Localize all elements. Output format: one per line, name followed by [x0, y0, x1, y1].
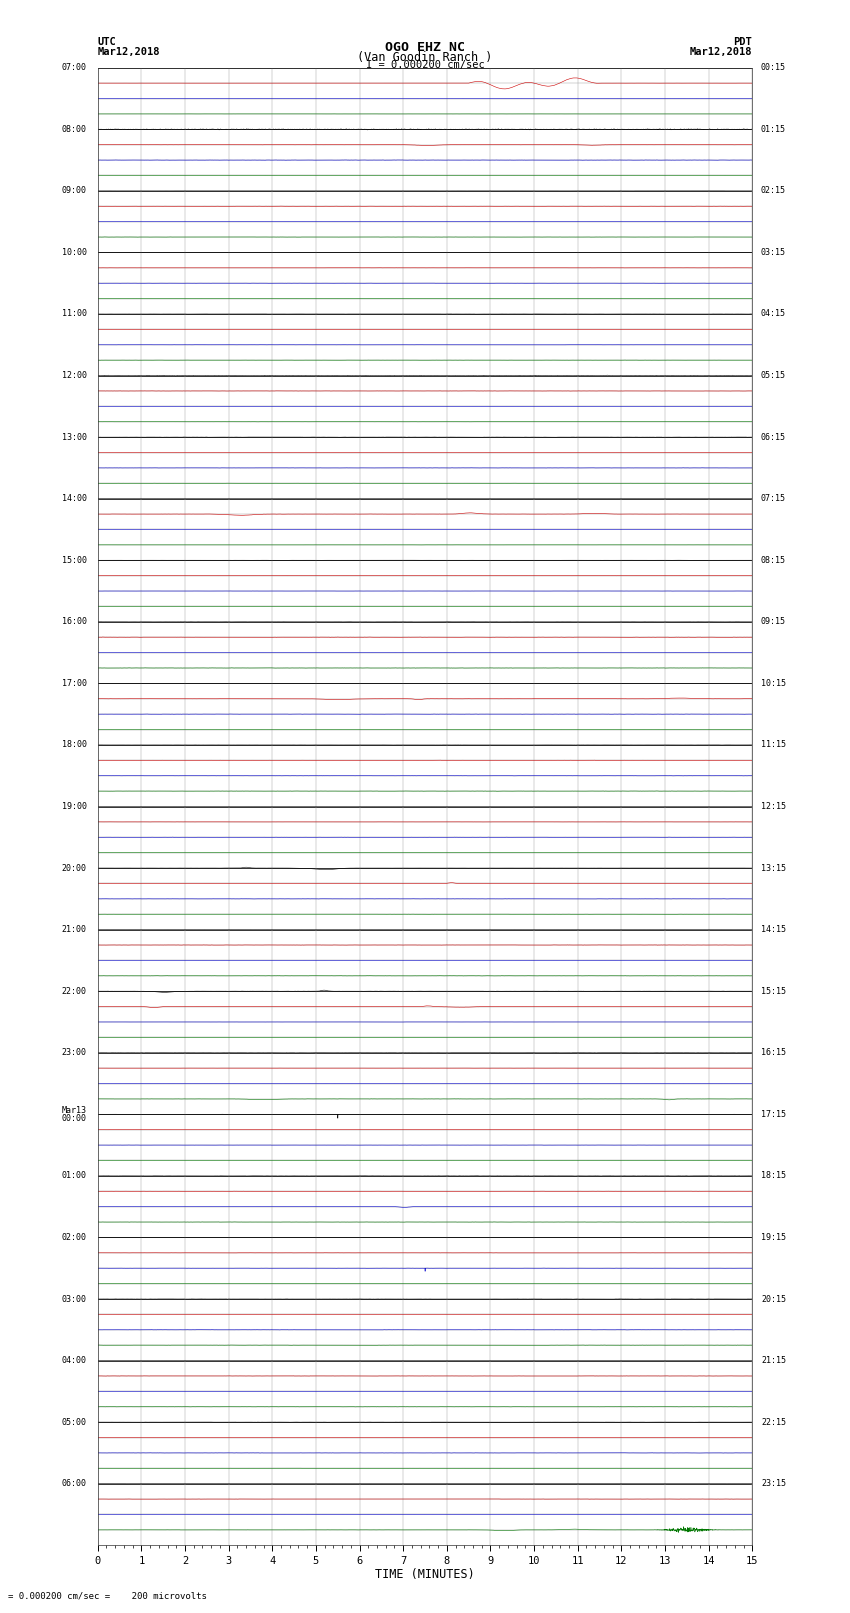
Text: 06:00: 06:00 [62, 1479, 87, 1489]
Text: 03:00: 03:00 [62, 1295, 87, 1303]
Text: 19:15: 19:15 [761, 1232, 786, 1242]
Text: 17:00: 17:00 [62, 679, 87, 687]
Text: 16:00: 16:00 [62, 618, 87, 626]
X-axis label: TIME (MINUTES): TIME (MINUTES) [375, 1568, 475, 1581]
Text: 23:15: 23:15 [761, 1479, 786, 1489]
Text: 08:15: 08:15 [761, 556, 786, 565]
Text: 06:15: 06:15 [761, 432, 786, 442]
Text: 07:15: 07:15 [761, 494, 786, 503]
Text: 11:15: 11:15 [761, 740, 786, 750]
Text: 23:00: 23:00 [62, 1048, 87, 1057]
Text: 09:00: 09:00 [62, 187, 87, 195]
Text: 13:15: 13:15 [761, 863, 786, 873]
Text: Mar12,2018: Mar12,2018 [98, 47, 161, 56]
Text: 09:15: 09:15 [761, 618, 786, 626]
Text: (Van Goodin Ranch ): (Van Goodin Ranch ) [357, 50, 493, 65]
Text: 16:15: 16:15 [761, 1048, 786, 1057]
Text: 04:15: 04:15 [761, 310, 786, 318]
Text: 20:15: 20:15 [761, 1295, 786, 1303]
Text: 15:00: 15:00 [62, 556, 87, 565]
Text: PDT: PDT [734, 37, 752, 47]
Text: 12:15: 12:15 [761, 802, 786, 811]
Text: 08:00: 08:00 [62, 124, 87, 134]
Text: 19:00: 19:00 [62, 802, 87, 811]
Text: 11:00: 11:00 [62, 310, 87, 318]
Text: 22:00: 22:00 [62, 987, 87, 995]
Text: 18:00: 18:00 [62, 740, 87, 750]
Text: OGO EHZ NC: OGO EHZ NC [385, 40, 465, 55]
Text: I = 0.000200 cm/sec: I = 0.000200 cm/sec [366, 60, 484, 69]
Text: 14:15: 14:15 [761, 926, 786, 934]
Text: 04:00: 04:00 [62, 1357, 87, 1365]
Text: = 0.000200 cm/sec =    200 microvolts: = 0.000200 cm/sec = 200 microvolts [8, 1590, 207, 1600]
Text: 07:00: 07:00 [62, 63, 87, 73]
Text: 14:00: 14:00 [62, 494, 87, 503]
Text: 21:15: 21:15 [761, 1357, 786, 1365]
Text: 21:00: 21:00 [62, 926, 87, 934]
Text: 20:00: 20:00 [62, 863, 87, 873]
Text: 02:15: 02:15 [761, 187, 786, 195]
Text: 01:15: 01:15 [761, 124, 786, 134]
Text: 02:00: 02:00 [62, 1232, 87, 1242]
Text: 10:15: 10:15 [761, 679, 786, 687]
Text: 12:00: 12:00 [62, 371, 87, 381]
Text: 03:15: 03:15 [761, 248, 786, 256]
Text: 01:00: 01:00 [62, 1171, 87, 1181]
Text: 05:15: 05:15 [761, 371, 786, 381]
Text: 17:15: 17:15 [761, 1110, 786, 1119]
Text: 22:15: 22:15 [761, 1418, 786, 1426]
Text: Mar12,2018: Mar12,2018 [689, 47, 752, 56]
Text: Mar13
00:00: Mar13 00:00 [62, 1105, 87, 1123]
Text: UTC: UTC [98, 37, 116, 47]
Text: 10:00: 10:00 [62, 248, 87, 256]
Text: 13:00: 13:00 [62, 432, 87, 442]
Text: 18:15: 18:15 [761, 1171, 786, 1181]
Text: 15:15: 15:15 [761, 987, 786, 995]
Text: 00:15: 00:15 [761, 63, 786, 73]
Text: 05:00: 05:00 [62, 1418, 87, 1426]
